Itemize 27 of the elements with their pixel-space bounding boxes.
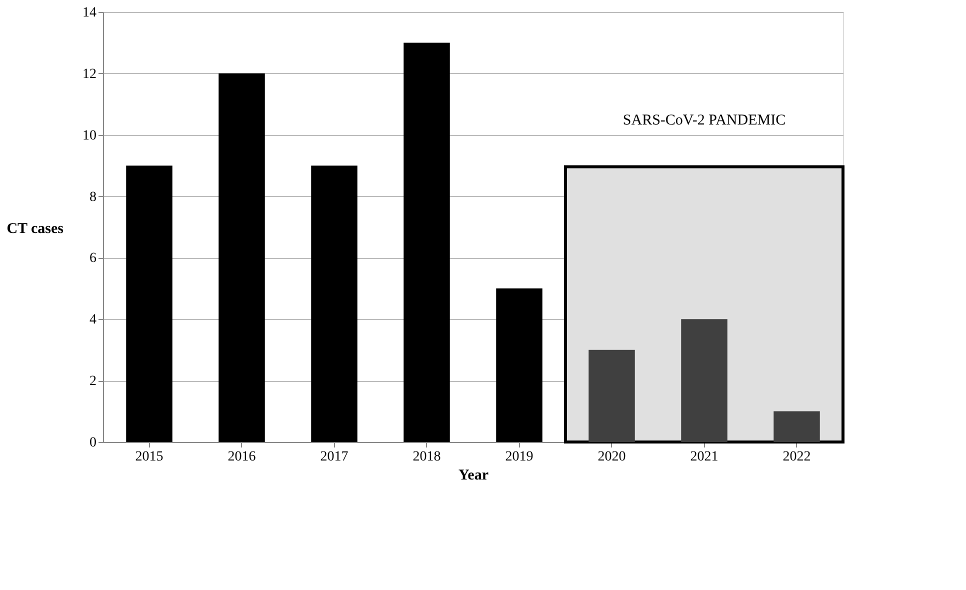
- y-tick-label: 2: [90, 374, 96, 390]
- bar: [496, 288, 542, 442]
- x-tick-label: 2017: [320, 450, 348, 464]
- x-tick-label: 2021: [690, 450, 718, 464]
- x-axis-title: Year: [458, 468, 489, 484]
- x-tick-label: 2022: [782, 450, 811, 464]
- x-tick-label: 2015: [135, 450, 164, 464]
- y-tick-label: 10: [82, 128, 96, 144]
- bar: [774, 411, 820, 442]
- x-tick-label: 2016: [228, 450, 256, 464]
- y-tick-label: 14: [82, 6, 96, 20]
- band-label: SARS-CoV-2 PANDEMIC: [622, 112, 786, 128]
- bar: [311, 166, 358, 442]
- y-tick-label: 6: [90, 251, 96, 266]
- y-tick-label: 8: [90, 190, 96, 205]
- bar: [404, 42, 450, 442]
- y-axis-title: CT cases: [6, 221, 64, 238]
- bar: [126, 166, 172, 442]
- bar: [681, 319, 728, 442]
- bar: [218, 73, 265, 442]
- y-tick-label: 4: [90, 312, 96, 328]
- x-tick-label: 2020: [598, 450, 626, 464]
- x-tick-label: 2018: [412, 450, 441, 464]
- x-tick-label: 2019: [505, 450, 534, 464]
- bar: [588, 350, 635, 442]
- y-tick-label: 12: [82, 66, 96, 82]
- y-tick-label: 0: [90, 436, 96, 450]
